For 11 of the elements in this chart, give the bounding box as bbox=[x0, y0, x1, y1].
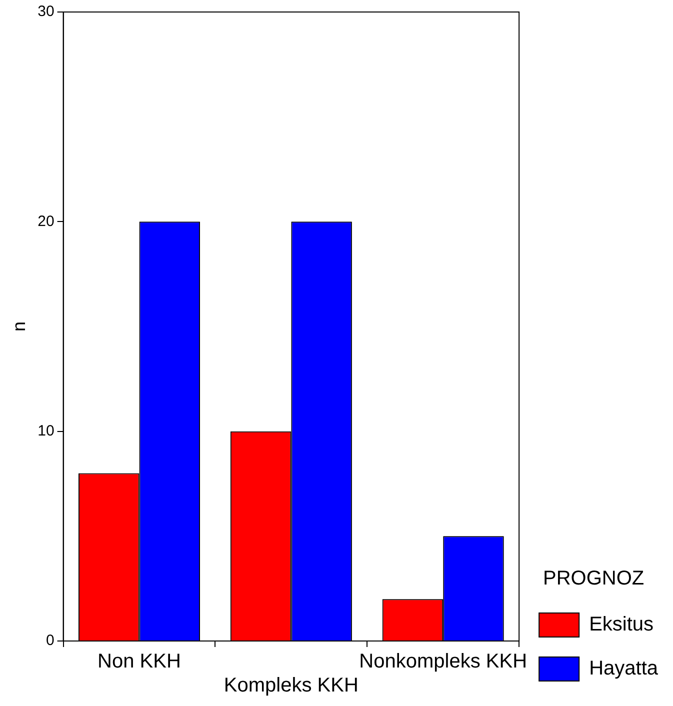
y-tick-label: 0 bbox=[46, 632, 54, 650]
x-tick-label: Nonkompleks KKH bbox=[359, 650, 528, 673]
y-tick-label: 30 bbox=[38, 3, 54, 20]
legend-title: PROGNOZ bbox=[542, 568, 644, 590]
y-axis-title: n bbox=[8, 321, 29, 332]
x-tick-label: Non KKH bbox=[98, 650, 181, 673]
x-tick-label: Kompleks KKH bbox=[224, 674, 358, 697]
legend-label: Hayatta bbox=[589, 658, 659, 680]
legend-label: Eksitus bbox=[589, 614, 654, 636]
y-tick-label: 20 bbox=[38, 212, 54, 230]
y-tick-label: 10 bbox=[38, 422, 54, 440]
